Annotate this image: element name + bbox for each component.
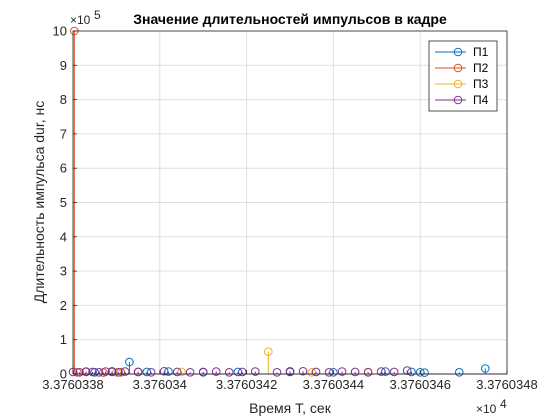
- legend-marker: [453, 47, 463, 57]
- y-tick-label: 7: [60, 126, 67, 141]
- stem-marker: [107, 367, 117, 377]
- stem-marker: [233, 367, 243, 377]
- stem-marker: [350, 367, 360, 377]
- stem-marker: [420, 368, 429, 377]
- x-exponent-base: ×10: [476, 402, 497, 416]
- stem-marker: [337, 367, 347, 376]
- y-axis-label: Длительность импульса dur, нс: [31, 101, 47, 303]
- stem-marker: [172, 367, 182, 377]
- stem-marker: [481, 364, 490, 373]
- stem-marker: [381, 367, 390, 376]
- stem-marker: [363, 367, 373, 377]
- x-tick-label: 3.3760342: [216, 377, 277, 392]
- y-tick-label: 3: [60, 264, 67, 279]
- x-tick-label: 3.3760348: [476, 377, 537, 392]
- y-exponent-power: 5: [94, 8, 101, 22]
- stem-marker: [164, 367, 173, 376]
- stem-marker: [264, 347, 273, 357]
- stem-marker: [73, 367, 82, 377]
- stem-marker: [389, 367, 399, 377]
- x-tick-label: 3.376034: [133, 377, 187, 392]
- stem-marker: [146, 367, 156, 377]
- x-exponent-power: 4: [500, 397, 507, 411]
- x-axis-label: Время T, сек: [249, 400, 332, 416]
- stem-marker: [101, 367, 110, 376]
- y-tick-label: 2: [60, 298, 67, 313]
- ticks: 3.3760338 3.376034 3.3760342 3.3760344 3.376…: [42, 24, 537, 393]
- legend-label: П4: [473, 93, 489, 107]
- stem-marker: [185, 367, 195, 377]
- y-tick-label: 4: [60, 229, 67, 244]
- y-tick-label: 5: [60, 195, 67, 210]
- y-tick-label: 10: [53, 24, 67, 39]
- y-exponent-base: ×10: [70, 13, 91, 27]
- stem-marker: [376, 367, 386, 376]
- stem-marker: [116, 367, 126, 377]
- stem-marker: [307, 367, 317, 377]
- stem-marker: [94, 367, 104, 377]
- stem-marker: [224, 367, 234, 377]
- legend-label: П2: [473, 61, 489, 75]
- stem-marker: [88, 367, 97, 377]
- stem-marker: [454, 367, 464, 377]
- stem-marker: [211, 367, 221, 376]
- stem-marker: [159, 366, 169, 376]
- legend-item: П1: [435, 45, 489, 59]
- stem-marker: [250, 367, 260, 376]
- stem-marker: [272, 367, 282, 377]
- stem-marker: [81, 367, 91, 376]
- legend-label: П1: [473, 45, 489, 59]
- legend-label: П3: [473, 77, 489, 91]
- legend-item: П4: [435, 93, 489, 107]
- stem-marker: [142, 367, 152, 377]
- stem-marker: [112, 367, 121, 377]
- y-exponent: ×10 5: [70, 8, 101, 27]
- stem-marker: [407, 367, 416, 377]
- legend-marker: [453, 63, 463, 73]
- legend-marker: [453, 79, 463, 89]
- stem-marker: [237, 367, 247, 377]
- legend-marker: [453, 95, 463, 105]
- legend-item: П2: [435, 61, 489, 75]
- stem-marker: [324, 367, 334, 377]
- stem-marker: [114, 367, 123, 377]
- x-tick-label: 3.3760338: [42, 377, 103, 392]
- y-tick-label: 9: [60, 58, 67, 73]
- legend: П1 П2 П3 П4: [428, 40, 498, 112]
- stem-marker: [298, 366, 308, 376]
- stem-marker: [133, 367, 143, 377]
- x-tick-label: 3.3760344: [303, 377, 364, 392]
- y-tick-label: 6: [60, 161, 67, 176]
- y-tick-label: 1: [60, 332, 67, 347]
- stem-marker: [75, 367, 84, 377]
- y-tick-label: 0: [60, 367, 67, 382]
- stem-marker: [415, 367, 425, 377]
- legend-box: [428, 40, 498, 112]
- stem-marker: [198, 367, 208, 377]
- stem-marker: [177, 367, 186, 377]
- stem-marker: [311, 367, 321, 377]
- x-tick-label: 3.3760346: [389, 377, 450, 392]
- stem-marker: [285, 367, 295, 377]
- stem-marker: [329, 367, 338, 377]
- x-exponent: ×10 4: [476, 397, 507, 416]
- legend-item: П3: [435, 77, 489, 91]
- stem-marker: [125, 357, 134, 367]
- stem-marker: [120, 367, 130, 376]
- y-tick-label: 8: [60, 92, 67, 107]
- chart-title: Значение длительностей импульсов в кадре: [133, 11, 447, 27]
